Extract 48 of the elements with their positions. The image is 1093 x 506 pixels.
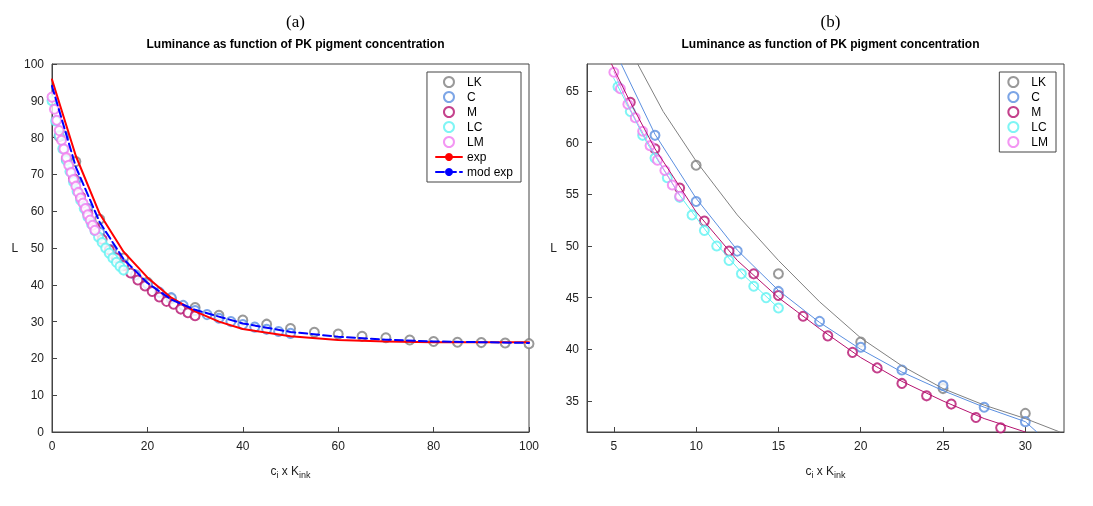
- y-tick-label: 90: [30, 93, 45, 108]
- y-tick-label: 40: [565, 342, 580, 357]
- y-tick-label: 80: [30, 130, 45, 145]
- y-tick-label: 55: [565, 187, 580, 202]
- x-tick-label: 20: [140, 439, 155, 453]
- legend-label: LM: [1031, 135, 1048, 149]
- y-tick-label: 60: [30, 204, 45, 219]
- y-tick-label: 0: [37, 425, 45, 439]
- legend-label: LK: [466, 75, 482, 89]
- x-tick-label: 20: [854, 439, 868, 453]
- legend-label: M: [466, 105, 477, 119]
- x-tick-label: 80: [426, 439, 441, 453]
- y-tick-label: 40: [30, 277, 45, 292]
- y-tick-label: 65: [565, 83, 580, 98]
- x-tick-label: 100: [518, 439, 540, 453]
- chart-subtitle: Luminance as function of PK pigment concentration: [681, 37, 980, 51]
- x-tick-label: 40: [236, 439, 250, 453]
- legend-label: LC: [466, 120, 483, 134]
- x-tick-label: 0: [48, 439, 56, 453]
- legend-label: mod exp: [466, 165, 514, 179]
- legend-label: C: [466, 90, 476, 104]
- y-tick-label: 30: [30, 314, 45, 329]
- x-tick-label: 15: [771, 439, 786, 453]
- y-tick-label: 100: [23, 57, 45, 71]
- y-tick-label: 70: [30, 167, 45, 182]
- chart-title: (a): [286, 12, 305, 31]
- legend-label: M: [1031, 105, 1042, 119]
- legend-label: C: [1031, 90, 1041, 104]
- legend-label: exp: [466, 150, 487, 164]
- x-tick-label: 30: [1018, 439, 1033, 453]
- y-tick-label: 10: [30, 388, 45, 403]
- y-tick-label: 50: [30, 241, 45, 255]
- legend-label: LM: [466, 135, 484, 149]
- x-tick-label: 25: [936, 439, 951, 453]
- y-tick-label: 20: [30, 351, 45, 366]
- y-axis-title: L: [11, 241, 19, 255]
- legend-label: LK: [1031, 75, 1047, 89]
- y-tick-label: 45: [565, 290, 580, 305]
- chart-title: (b): [820, 12, 841, 31]
- x-tick-label: 10: [689, 439, 704, 453]
- chart-subtitle: Luminance as function of PK pigment concentration: [146, 37, 445, 51]
- x-tick-label: 60: [331, 439, 346, 453]
- y-axis-title: L: [550, 241, 558, 255]
- y-tick-label: 50: [565, 238, 580, 253]
- y-tick-label: 35: [565, 393, 580, 408]
- x-tick-label: 5: [610, 439, 618, 453]
- y-tick-label: 60: [565, 135, 580, 150]
- legend-label: LC: [1031, 120, 1047, 134]
